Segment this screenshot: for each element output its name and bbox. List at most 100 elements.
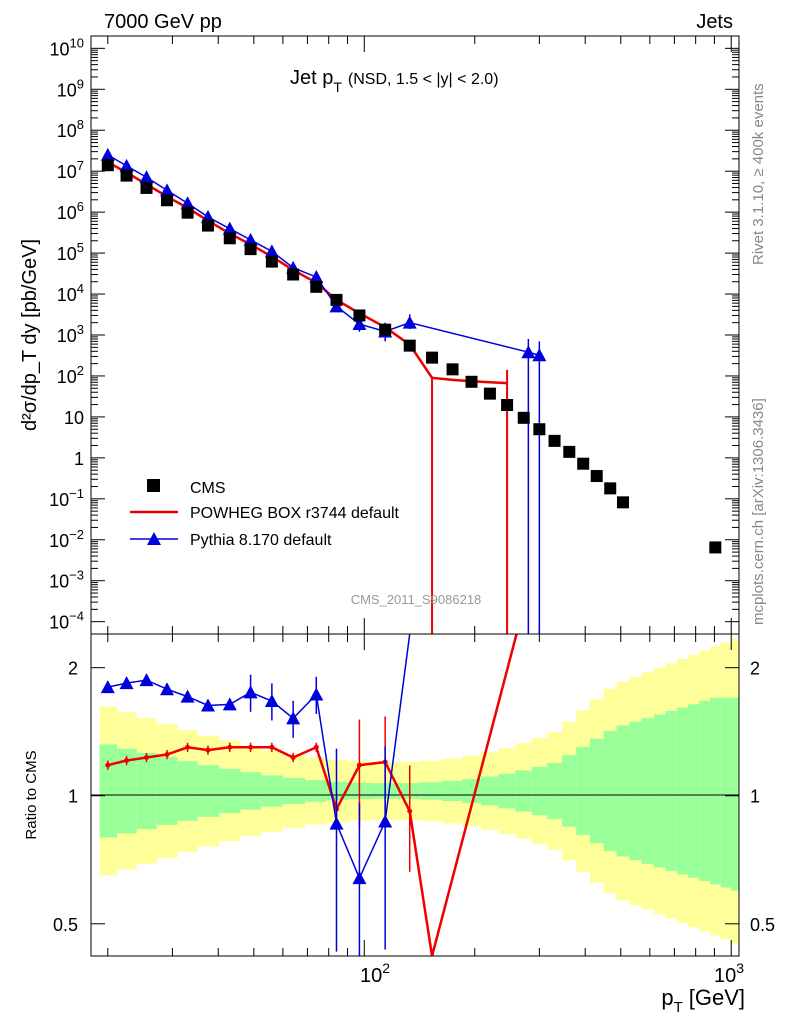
cms-point [161,194,174,207]
pythia-ratio-point [100,680,115,694]
pythia-point [402,315,417,329]
ratio-y-tick-label-left: 1 [68,787,78,807]
ratio-y-tick-label-left: 2 [68,659,78,679]
x-axis-label-sub: T [674,999,683,1016]
inner-band-bin [261,775,283,807]
x-axis-label: pT [GeV] [661,985,745,1016]
pythia-ratio-point [378,814,393,828]
x-tick-label-1000: 103 [714,960,744,987]
inner-band-bin [589,738,604,844]
cms-point [426,351,439,364]
ratio-panel-y-tick-labels: 0.5 0.5 1 1 2 2 [53,659,775,935]
cms-point [533,423,546,436]
x-tick-exp-1000: 3 [736,960,744,976]
legend-cms-marker [147,479,160,492]
pythia-ratio-point [264,693,279,707]
inner-band-bin [442,780,463,802]
powheg-ratio-point [248,744,254,750]
pythia-point [222,221,237,235]
ratio-y-tick-label-right: 1 [750,787,760,807]
cms-point [330,293,343,306]
cms-point [590,470,603,483]
pythia-ratio-point [180,689,195,703]
inner-band-bin [498,773,516,809]
cms-point [465,375,478,388]
x-axis-label-main: p [661,985,673,1010]
pythia-ratio-point [286,711,301,725]
inner-band-bin [699,700,710,882]
powheg-ratio-point [407,808,413,814]
cms-point [244,243,257,256]
pythia-ratio-point [243,685,258,699]
cms-point [140,181,153,194]
legend-cms-label: CMS [190,480,226,497]
y-tick-exponent: 2 [77,363,84,378]
y-tick-label: 103 [57,322,84,346]
y-tick-label: 10 [64,408,84,428]
y-tick-label: 1 [74,449,84,469]
cms-point [120,169,133,182]
rivet-label: Rivet 3.1.10, ≥ 400k events [750,83,767,265]
cms-point [310,280,323,293]
cms-point [287,268,300,281]
inner-band-bin [653,714,666,868]
powheg-ratio-point [105,762,111,768]
inner-band-bin [629,721,642,861]
inner-band-bin [547,762,563,820]
inner-band-bin [197,765,220,817]
pythia-ratio-point [222,697,237,711]
mcplots-label: mcplots.cern.ch [arXiv:1306.3436] [750,398,767,625]
inner-band-bin [576,746,590,836]
y-tick-exponent: 4 [77,281,84,296]
inner-band-bin [616,725,630,857]
powheg-ratio-point [205,747,211,753]
inner-band-bin [562,755,577,827]
ratio-y-tick-label-left: 0.5 [53,915,78,935]
cms-point [563,445,576,458]
main-panel-series [100,147,722,634]
ratio-panel-series [100,633,518,957]
y-tick-exponent: 10 [70,35,84,50]
powheg-ratio-point [144,754,150,760]
x-axis-label-tail: [GeV] [689,985,745,1010]
inner-band-bin [177,761,198,821]
cms-point [101,159,114,172]
inner-band-bin [282,778,306,804]
inner-band-bin [136,752,157,830]
powheg-ratio-point [227,744,233,750]
pythia-point [243,232,258,246]
pythia-point [521,345,536,359]
pythia-point [119,158,134,172]
y-tick-exponent: −1 [69,486,84,501]
inner-band-bin [219,768,241,814]
pythia-point [264,244,279,258]
y-tick-exponent: −4 [69,609,84,624]
cms-point [265,255,278,268]
powheg-ratio-point [164,752,170,758]
inner-band-bin [731,697,739,891]
inner-band-bin [305,780,327,802]
cms-point [577,457,590,470]
y-tick-exponent: 6 [77,199,84,214]
pythia-point [139,170,154,184]
legend-pythia-label: Pythia 8.170 default [190,532,332,549]
pythia-point [352,317,367,331]
cms-point [201,219,214,232]
inner-band-bin [348,782,373,800]
inner-band-bin [709,697,721,885]
pythia-ratio-point [329,816,344,830]
powheg-ratio-point [313,744,319,750]
inner-band-bin [421,782,443,800]
legend: CMS POWHEG BOX r3744 default Pythia 8.17… [130,479,400,549]
pythia-point [180,196,195,210]
y-tick-exponent: 3 [77,322,84,337]
inner-band-bin [480,776,499,806]
y-tick-exponent: 5 [77,240,84,255]
pythia-ratio-point [309,687,324,701]
inner-band-bin [515,770,532,812]
powheg-ratio-point [269,744,275,750]
legend-powheg-label: POWHEG BOX r3744 default [190,505,400,522]
header-right-label: Jets [696,11,733,33]
inner-band-bin [99,744,118,838]
inner-band-bin [531,766,548,816]
